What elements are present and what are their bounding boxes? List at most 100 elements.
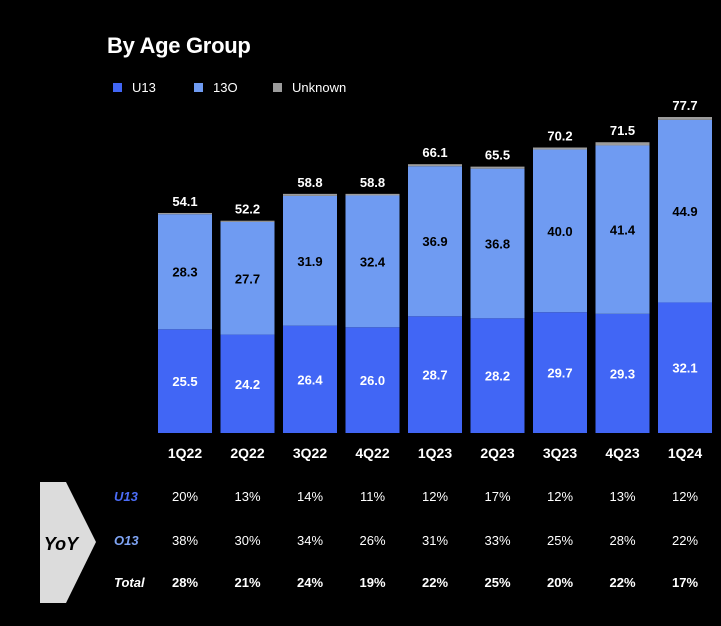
stacked-bar-chart: 25.5 28.3 54.1 1Q22 24.2 27.7 52.2 2Q22 26.4 31.9… — [158, 98, 712, 461]
x-tick-label-3q23: 3Q23 — [543, 445, 577, 461]
legend-item-u13: U13 — [113, 80, 156, 95]
yoy-badge: YoY — [40, 482, 96, 603]
bar-segment-unknown-2q22 — [220, 220, 275, 222]
bar-segment-13o-2q23 — [470, 168, 525, 319]
bar-segment-unknown-3q23 — [533, 147, 587, 150]
yoy-cell-u13-1q23: 12% — [421, 489, 449, 504]
yoy-cell-u13-4q23: 13% — [609, 489, 636, 504]
yoy-cell-total-3q23: 20% — [546, 575, 574, 590]
yoy-cell-o13-4q22: 26% — [359, 533, 386, 548]
data-label-13o-4q23: 41.4 — [610, 223, 636, 238]
data-label-u13-1q23: 28.7 — [422, 368, 447, 383]
bar-segment-u13-2q22 — [220, 334, 275, 433]
legend-label-u13: U13 — [132, 80, 156, 95]
total-label-2q22: 52.2 — [235, 202, 260, 217]
data-label-u13-3q22: 26.4 — [297, 372, 323, 387]
yoy-row-label-o13: O13 — [114, 533, 139, 548]
bar-segment-13o-1q23 — [408, 166, 462, 317]
chart-title: By Age Group — [107, 33, 251, 58]
bar-segment-13o-3q23 — [533, 149, 587, 313]
total-label-4q22: 58.8 — [360, 175, 385, 190]
bar-segment-unknown-1q22 — [158, 212, 212, 215]
yoy-cell-u13-1q22: 20% — [171, 489, 199, 504]
yoy-cell-total-2q23: 25% — [484, 575, 511, 590]
bar-segment-u13-2q23 — [470, 318, 525, 433]
yoy-cell-total-1q22: 28% — [171, 575, 199, 590]
data-label-u13-2q22: 24.2 — [235, 377, 260, 392]
data-label-13o-1q23: 36.9 — [422, 234, 447, 249]
legend-swatch-13o — [194, 83, 203, 92]
bar-segment-13o-3q22 — [283, 195, 337, 326]
bar-segment-13o-4q23 — [595, 145, 650, 314]
total-label-3q23: 70.2 — [547, 129, 572, 144]
yoy-cell-o13-1q24: 22% — [671, 533, 699, 548]
yoy-row-label-u13: U13 — [114, 489, 138, 504]
bar-segment-u13-3q23 — [533, 312, 587, 433]
yoy-badge-label: YoY — [44, 534, 80, 554]
x-tick-label-1q23: 1Q23 — [418, 445, 452, 461]
x-tick-label-3q22: 3Q22 — [293, 445, 327, 461]
yoy-cell-total-2q22: 21% — [234, 575, 261, 590]
bar-segment-u13-1q23 — [408, 316, 462, 433]
yoy-cell-total-3q22: 24% — [296, 575, 324, 590]
bar-segment-unknown-1q24 — [658, 117, 712, 120]
bar-segment-unknown-1q23 — [408, 164, 462, 167]
data-label-13o-3q23: 40.0 — [547, 224, 572, 239]
total-label-1q22: 54.1 — [172, 194, 197, 209]
total-label-1q24: 77.7 — [672, 98, 697, 113]
legend-label-unknown: Unknown — [292, 80, 347, 95]
bar-segment-u13-1q24 — [658, 302, 712, 433]
bar-segment-u13-3q22 — [283, 325, 337, 433]
yoy-cell-u13-2q23: 17% — [484, 489, 511, 504]
bar-segment-unknown-4q23 — [595, 142, 650, 146]
data-label-u13-2q23: 28.2 — [485, 369, 510, 384]
x-tick-label-1q24: 1Q24 — [668, 445, 702, 461]
yoy-cell-u13-3q22: 14% — [296, 489, 324, 504]
data-label-13o-1q22: 28.3 — [172, 265, 197, 280]
yoy-cell-u13-2q22: 13% — [234, 489, 261, 504]
legend-label-13o: 13O — [213, 80, 238, 95]
yoy-cell-o13-2q23: 33% — [484, 533, 511, 548]
data-label-u13-4q23: 29.3 — [610, 366, 635, 381]
x-tick-label-4q22: 4Q22 — [355, 445, 389, 461]
x-tick-label-2q23: 2Q23 — [480, 445, 514, 461]
bar-segment-13o-1q22 — [158, 214, 212, 330]
x-tick-label-4q23: 4Q23 — [605, 445, 639, 461]
bar-segment-u13-4q22 — [345, 327, 400, 433]
yoy-cell-u13-4q22: 11% — [359, 489, 386, 504]
yoy-cell-u13-3q23: 12% — [546, 489, 574, 504]
data-label-13o-3q22: 31.9 — [297, 254, 322, 269]
yoy-cell-u13-1q24: 12% — [671, 489, 699, 504]
data-label-u13-3q23: 29.7 — [547, 366, 572, 381]
bar-segment-u13-1q22 — [158, 329, 212, 433]
yoy-cell-o13-1q22: 38% — [171, 533, 199, 548]
data-label-u13-4q22: 26.0 — [360, 373, 385, 388]
total-label-4q23: 71.5 — [610, 123, 635, 138]
yoy-cell-total-4q23: 22% — [609, 575, 636, 590]
legend-swatch-u13 — [113, 83, 122, 92]
bar-segment-13o-2q22 — [220, 221, 275, 335]
yoy-cell-o13-3q23: 25% — [546, 533, 574, 548]
legend-item-unknown: Unknown — [273, 80, 346, 95]
legend-item-13o: 13O — [194, 80, 238, 95]
yoy-cell-total-4q22: 19% — [359, 575, 386, 590]
data-label-u13-1q22: 25.5 — [172, 374, 197, 389]
bar-segment-unknown-2q23 — [470, 166, 525, 169]
data-label-13o-2q22: 27.7 — [235, 271, 260, 286]
bar-segment-unknown-4q22 — [345, 193, 400, 196]
bar-segment-unknown-3q22 — [283, 193, 337, 196]
total-label-1q23: 66.1 — [422, 145, 447, 160]
legend-swatch-unknown — [273, 83, 282, 92]
bar-segment-13o-1q24 — [658, 119, 712, 303]
yoy-cell-o13-4q23: 28% — [609, 533, 636, 548]
data-label-13o-1q24: 44.9 — [672, 204, 697, 219]
total-label-2q23: 65.5 — [485, 148, 510, 163]
yoy-cell-total-1q23: 22% — [421, 575, 449, 590]
total-label-3q22: 58.8 — [297, 175, 322, 190]
yoy-badge-shape — [40, 482, 96, 603]
yoy-row-label-total: Total — [114, 575, 145, 590]
data-label-13o-2q23: 36.8 — [485, 236, 510, 251]
bar-segment-u13-4q23 — [595, 313, 650, 433]
bar-segment-13o-4q22 — [345, 195, 400, 328]
yoy-cell-o13-3q22: 34% — [296, 533, 324, 548]
